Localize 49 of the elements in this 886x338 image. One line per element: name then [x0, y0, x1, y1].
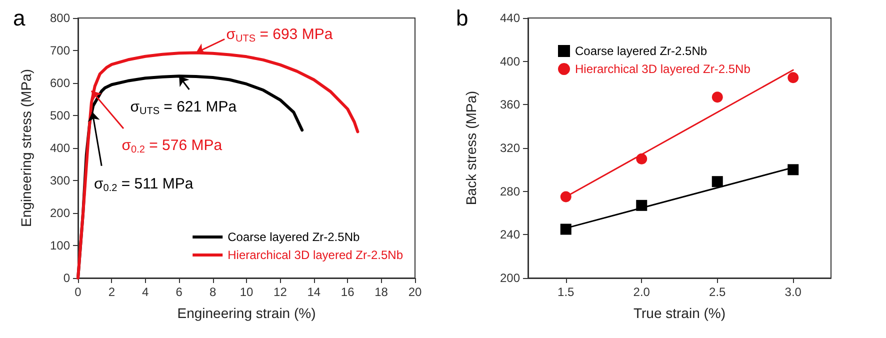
legend-label: Coarse layered Zr-2.5Nb: [575, 44, 708, 58]
y-tick-label: 0: [63, 271, 70, 285]
x-tick-label: 20: [408, 285, 422, 299]
y-tick-label: 400: [50, 141, 70, 155]
x-axis-title: True strain (%): [633, 305, 726, 321]
point: [636, 153, 648, 164]
x-tick-label: 18: [374, 285, 388, 299]
y-tick-label: 600: [50, 76, 70, 90]
y-tick-label: 700: [50, 44, 70, 58]
y-tick-label: 280: [500, 184, 520, 198]
y-axis-title: Engineering stress (MPa): [18, 69, 34, 227]
point: [712, 176, 723, 188]
y-tick-label: 800: [50, 11, 70, 25]
x-tick-label: 12: [274, 285, 288, 299]
x-tick-label: 4: [142, 285, 150, 299]
y-tick-label: 240: [500, 228, 520, 242]
y-tick-label: 320: [500, 141, 520, 155]
x-tick-label: 2: [108, 285, 116, 299]
y-axis-title: Back stress (MPa): [463, 90, 479, 206]
x-tick-label: 6: [176, 285, 183, 299]
y-tick-label: 400: [500, 54, 520, 68]
y-tick-label: 440: [500, 11, 520, 25]
y-tick-label: 200: [500, 271, 520, 285]
y-tick-label: 200: [50, 206, 70, 220]
legend-label: Coarse layered Zr-2.5Nb: [228, 230, 360, 244]
x-tick-label: 2.5: [709, 285, 726, 299]
y-tick-label: 500: [50, 108, 70, 122]
x-tick-label: 3.0: [784, 285, 802, 299]
point: [788, 72, 799, 84]
legend-label: Hierarchical 3D layered Zr-2.5Nb: [228, 248, 404, 262]
legend-label: Hierarchical 3D layered Zr-2.5Nb: [575, 62, 751, 76]
x-axis-title: Engineering strain (%): [177, 305, 316, 321]
point: [560, 224, 572, 235]
x-tick-label: 14: [307, 285, 321, 299]
x-tick-label: 10: [240, 285, 254, 299]
point: [560, 191, 572, 202]
y-tick-label: 300: [50, 174, 70, 188]
chart-title: a: [13, 6, 26, 30]
x-tick-label: 0: [74, 285, 82, 299]
chart-title: b: [456, 6, 468, 30]
x-tick-label: 1.5: [558, 285, 575, 299]
point: [712, 92, 723, 103]
y-tick-label: 100: [50, 238, 70, 252]
y-tick-label: 360: [500, 98, 520, 112]
point: [788, 164, 799, 176]
x-tick-label: 2.0: [633, 285, 650, 299]
point: [636, 200, 648, 211]
x-tick-label: 8: [209, 285, 216, 299]
x-tick-label: 16: [340, 285, 355, 299]
